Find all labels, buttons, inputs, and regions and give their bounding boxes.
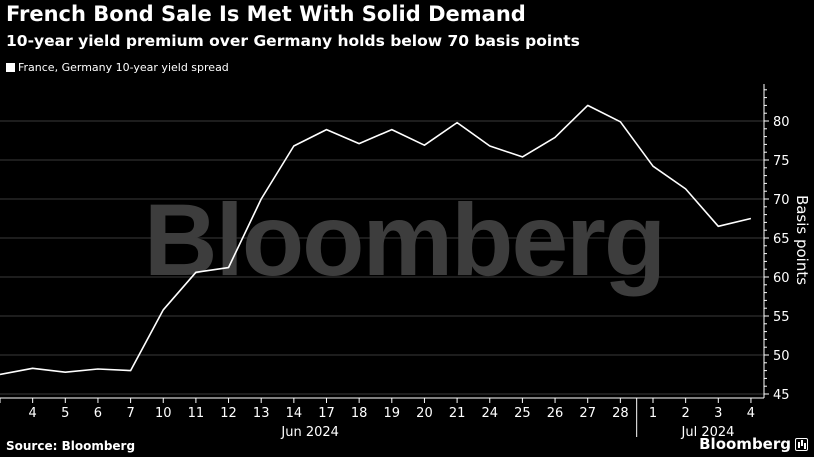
y-tick-label: 80: [773, 115, 790, 130]
chart-title: French Bond Sale Is Met With Solid Deman…: [6, 2, 526, 26]
x-tick-label: 20: [416, 406, 433, 421]
grid-lines: [0, 120, 764, 395]
x-tick-label: 3: [714, 406, 722, 421]
x-tick-label: 17: [318, 406, 335, 421]
y-axis-title: Basis points: [793, 195, 811, 285]
x-tick-label: 18: [351, 406, 368, 421]
x-group-label: Jul 2024: [681, 425, 735, 440]
x-tick-label: 7: [126, 406, 134, 421]
bar-chart-icon: [795, 437, 808, 451]
x-tick-label: 5: [61, 406, 69, 421]
x-tick-label: 21: [449, 406, 466, 421]
x-tick-label: 1: [649, 406, 657, 421]
brand-text: Bloomberg: [699, 435, 791, 453]
x-tick-label: 12: [220, 406, 237, 421]
x-tick-label: 4: [747, 406, 755, 421]
y-tick-label: 50: [773, 349, 790, 364]
x-tick-label: 4: [29, 406, 37, 421]
legend-label: France, Germany 10-year yield spread: [18, 61, 229, 74]
y-tick-label: 70: [773, 193, 790, 208]
x-tick-label: 26: [547, 406, 564, 421]
x-tick-label: 10: [155, 406, 172, 421]
series: [0, 104, 752, 376]
x-tick-label: 14: [286, 406, 303, 421]
y-tick-label: 55: [773, 310, 790, 325]
x-group-label: Jun 2024: [280, 425, 339, 440]
y-tick-label: 60: [773, 271, 790, 286]
x-tick-label: 11: [188, 406, 205, 421]
legend-swatch: [6, 63, 15, 72]
x-tick-label: 25: [514, 406, 531, 421]
chart-subtitle: 10-year yield premium over Germany holds…: [6, 32, 580, 50]
legend: France, Germany 10-year yield spread: [6, 61, 229, 74]
y-tick-label: 65: [773, 232, 790, 247]
y-tick-label: 45: [773, 388, 790, 403]
series-line: [0, 104, 752, 376]
x-tick-label: 13: [253, 406, 270, 421]
source-note: Source: Bloomberg: [6, 439, 136, 453]
bloomberg-logo: Bloomberg: [699, 435, 808, 453]
x-tick-label: 19: [384, 406, 401, 421]
x-tick-label: 28: [612, 406, 629, 421]
x-tick-label: 24: [481, 406, 498, 421]
x-tick-label: 27: [579, 406, 596, 421]
bloomberg-watermark: Bloomberg: [144, 183, 664, 297]
x-tick-label: 6: [94, 406, 102, 421]
y-tick-label: 75: [773, 154, 790, 169]
axes: [0, 84, 769, 437]
x-tick-label: 2: [682, 406, 690, 421]
